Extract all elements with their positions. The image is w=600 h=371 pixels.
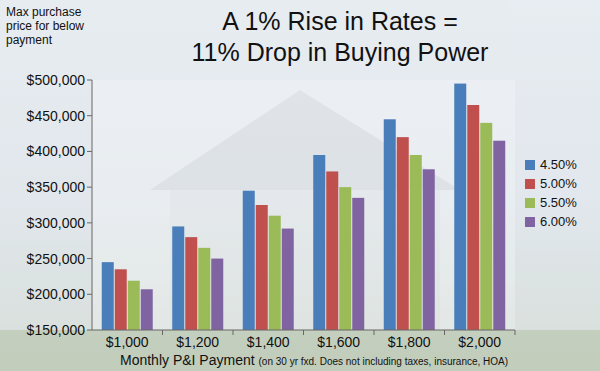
category-label: $1,000: [106, 334, 149, 350]
bar: [313, 155, 325, 330]
tick-mark: [87, 115, 92, 116]
bar: [102, 262, 114, 330]
bar: [211, 259, 223, 330]
tick-mark: [87, 294, 92, 295]
bar: [141, 289, 153, 330]
legend-label: 5.00%: [540, 176, 577, 191]
annotation: (on 30 yr fxd. Does not including taxes,…: [259, 356, 509, 367]
legend-swatch: [525, 179, 535, 189]
x-tick-mark: [515, 330, 516, 335]
legend-label: 5.50%: [540, 195, 577, 210]
tick-label: $450,000: [27, 108, 86, 124]
tick-mark: [87, 80, 92, 81]
bar: [282, 229, 294, 330]
bar: [256, 205, 268, 330]
x-tick-mark: [444, 330, 445, 335]
lawn: [0, 330, 600, 371]
y-axis-line: [92, 80, 93, 330]
bar: [493, 141, 505, 330]
background-fill: [0, 0, 600, 371]
bar: [467, 105, 479, 330]
y-axis: $150,000 $200,000 $250,000 $300,000 $350,000…: [27, 72, 92, 338]
bar: [269, 216, 281, 330]
legend: 4.50% 5.00% 5.50% 6.00%: [525, 157, 577, 229]
category-label: $2,000: [458, 334, 501, 350]
legend-swatch: [525, 217, 535, 227]
x-axis-title: Monthly P&I Payment (on 30 yr fxd. Does …: [120, 352, 508, 368]
category-label: $1,200: [176, 334, 219, 350]
tick-label: $400,000: [27, 143, 86, 159]
title: A 1% Rise in Rates =11% Drop in Buying P…: [192, 7, 489, 66]
category-label: $1,800: [388, 334, 431, 350]
legend-label: 4.50%: [540, 157, 577, 172]
bar: [115, 269, 127, 330]
tick-mark: [87, 187, 92, 188]
tick-label: $150,000: [27, 322, 86, 338]
x-tick-mark: [162, 330, 163, 335]
category-label: $1,400: [247, 334, 290, 350]
x-axis-label: Monthly P&I Payment: [120, 352, 259, 368]
bar: [384, 119, 396, 330]
x-tick-mark: [303, 330, 304, 335]
tick-label: $500,000: [27, 72, 86, 88]
y-axis-label: Max purchaseprice for belowpayment: [6, 5, 84, 47]
bar: [198, 248, 210, 330]
tick-label: $350,000: [27, 179, 86, 195]
chart: A 1% Rise in Rates =11% Drop in Buying P…: [0, 0, 600, 371]
tick-mark: [87, 222, 92, 223]
bar: [410, 155, 422, 330]
legend-label: 6.00%: [540, 214, 577, 229]
tick-label: $250,000: [27, 251, 86, 267]
bar: [480, 123, 492, 330]
bar: [172, 226, 184, 330]
bar: [326, 171, 338, 330]
bar: [185, 237, 197, 330]
x-tick-mark: [233, 330, 234, 335]
bar: [397, 137, 409, 330]
tick-mark: [87, 330, 92, 331]
bar: [423, 169, 435, 330]
x-tick-mark: [374, 330, 375, 335]
tick-mark: [87, 151, 92, 152]
bar: [128, 281, 140, 330]
tick-mark: [87, 258, 92, 259]
plot-area: [92, 80, 515, 330]
legend-swatch: [525, 160, 535, 170]
bar: [339, 187, 351, 330]
category-label: $1,600: [317, 334, 360, 350]
legend-swatch: [525, 198, 535, 208]
bar: [243, 191, 255, 330]
bar: [454, 84, 466, 330]
background: [0, 0, 600, 371]
tick-label: $200,000: [27, 286, 86, 302]
tick-label: $300,000: [27, 215, 86, 231]
bars: [102, 84, 506, 330]
bar: [352, 198, 364, 330]
